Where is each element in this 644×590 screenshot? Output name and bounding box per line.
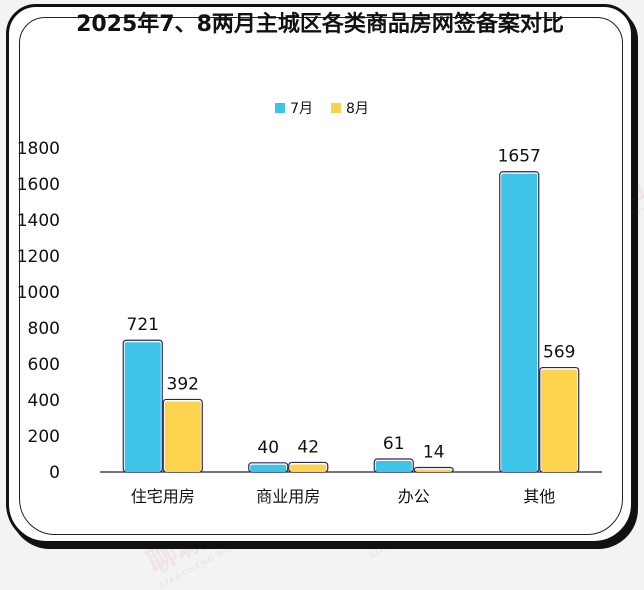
bar <box>415 469 452 472</box>
y-tick-label: 1200 <box>17 247 60 267</box>
y-tick-label: 1400 <box>17 211 60 231</box>
bar-value-label: 42 <box>297 437 319 457</box>
legend-swatch-series-1 <box>275 103 286 113</box>
y-tick-label: 1800 <box>17 139 60 159</box>
bar-chart: 0 200 400 600 800 1000 1200 1400 1600 1800 住宅用房 721… <box>17 139 602 506</box>
bar <box>250 464 287 472</box>
legend-label-series-1: 7月 <box>290 101 313 117</box>
bar <box>124 342 161 472</box>
legend-label-series-2: 8月 <box>346 101 369 117</box>
x-tick-label: 商业用房 <box>256 487 320 506</box>
y-tick-label: 0 <box>49 463 60 483</box>
bar <box>501 173 538 473</box>
y-tick-label: 200 <box>28 427 60 447</box>
bar <box>164 401 201 472</box>
legend-swatch-series-2 <box>331 103 341 113</box>
legend-item-series-2[interactable]: 8月 <box>331 98 369 118</box>
y-tick-label: 1600 <box>17 175 60 195</box>
bar <box>290 464 327 472</box>
bar-value-label: 61 <box>383 434 405 454</box>
y-tick-label: 1000 <box>17 283 60 303</box>
y-tick-label: 400 <box>28 391 60 411</box>
y-tick-label: 800 <box>28 319 60 339</box>
x-tick-label: 办公 <box>398 487 430 506</box>
x-tick-label: 住宅用房 <box>131 487 195 506</box>
bar <box>541 369 578 472</box>
bar-value-label: 14 <box>423 442 445 462</box>
chart-title: 2025年7、8两月主城区各类商品房网签备案对比 <box>76 12 564 37</box>
y-tick-label: 600 <box>28 355 60 375</box>
bar-value-label: 40 <box>257 438 279 458</box>
legend-item-series-1[interactable]: 7月 <box>275 98 313 118</box>
chart-legend: 7月 8月 <box>0 98 644 118</box>
x-tick-label: 其他 <box>523 487 555 506</box>
bar-value-label: 721 <box>127 315 159 335</box>
bar-value-label: 1657 <box>498 147 541 167</box>
bar-value-label: 392 <box>167 374 199 394</box>
bar <box>375 461 412 472</box>
bar-value-label: 569 <box>543 343 575 363</box>
